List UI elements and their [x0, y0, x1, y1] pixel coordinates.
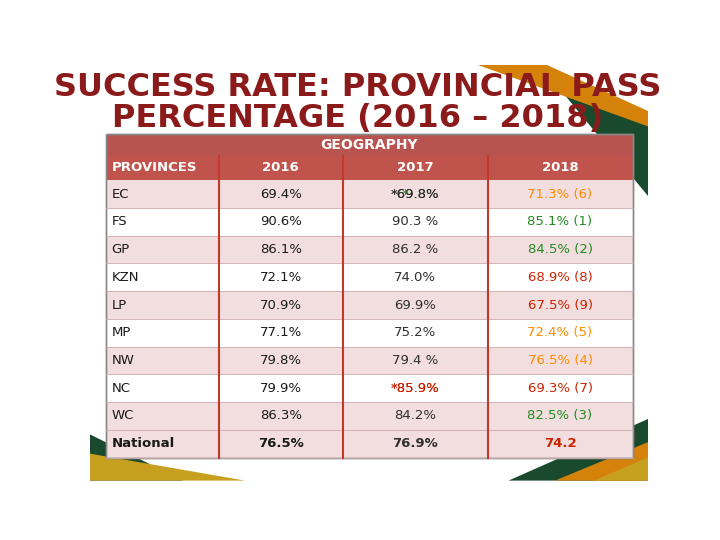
Text: 85.1% (1): 85.1% (1) — [528, 215, 593, 228]
Bar — [106, 134, 632, 457]
Polygon shape — [547, 65, 648, 111]
Text: 76.5% (4): 76.5% (4) — [528, 354, 593, 367]
Bar — [106, 430, 632, 457]
Text: 76.9%: 76.9% — [392, 437, 438, 450]
Text: *69.8%: *69.8% — [391, 188, 439, 201]
Text: 77.1%: 77.1% — [260, 326, 302, 339]
Text: 70.9%: 70.9% — [260, 299, 302, 312]
Text: PERCENTAGE (2016 – 2018): PERCENTAGE (2016 – 2018) — [112, 103, 603, 134]
Bar — [106, 134, 632, 457]
Polygon shape — [477, 65, 648, 126]
Text: 86.1%: 86.1% — [260, 243, 302, 256]
Text: 79.9%: 79.9% — [260, 382, 302, 395]
Text: 67.5% (9): 67.5% (9) — [528, 299, 593, 312]
Text: *85.9%: *85.9% — [391, 382, 439, 395]
Text: 86.2 %: 86.2 % — [392, 243, 438, 256]
Bar — [106, 208, 632, 236]
Text: 72.1%: 72.1% — [260, 271, 302, 284]
Text: PROVINCES: PROVINCES — [112, 161, 197, 174]
Text: 2016: 2016 — [262, 161, 299, 174]
Text: EC: EC — [112, 188, 129, 201]
Bar — [106, 156, 632, 180]
Text: KZN: KZN — [112, 271, 139, 284]
Polygon shape — [594, 457, 648, 481]
Polygon shape — [508, 419, 648, 481]
Text: 86.3%: 86.3% — [260, 409, 302, 422]
Text: 82.5% (3): 82.5% (3) — [528, 409, 593, 422]
Text: 71.3% (6): 71.3% (6) — [528, 188, 593, 201]
Bar — [106, 291, 632, 319]
Text: LP: LP — [112, 299, 127, 312]
Text: MP: MP — [112, 326, 131, 339]
Text: 69.9%: 69.9% — [394, 299, 436, 312]
Text: 90.6%: 90.6% — [260, 215, 302, 228]
Text: 69.3% (7): 69.3% (7) — [528, 382, 593, 395]
Text: GEOGRAPHY: GEOGRAPHY — [320, 138, 418, 152]
Bar — [106, 319, 632, 347]
Text: 76.5%: 76.5% — [258, 437, 304, 450]
Text: 68.9% (8): 68.9% (8) — [528, 271, 593, 284]
Text: 74.2: 74.2 — [544, 437, 576, 450]
Text: 2018: 2018 — [541, 161, 578, 174]
Text: SUCCESS RATE: PROVINCIAL PASS: SUCCESS RATE: PROVINCIAL PASS — [54, 72, 662, 103]
Text: 90.3 %: 90.3 % — [392, 215, 438, 228]
Bar — [106, 134, 632, 156]
Bar — [106, 402, 632, 430]
Text: National: National — [112, 437, 175, 450]
Text: *: * — [402, 188, 408, 201]
Bar — [106, 180, 632, 208]
Text: GP: GP — [112, 243, 130, 256]
Polygon shape — [555, 442, 648, 481]
Text: 79.8%: 79.8% — [260, 354, 302, 367]
Text: 72.4% (5): 72.4% (5) — [528, 326, 593, 339]
Text: 2017: 2017 — [397, 161, 433, 174]
Text: NW: NW — [112, 354, 135, 367]
Text: *85.9%: *85.9% — [391, 382, 439, 395]
Bar — [106, 347, 632, 374]
Text: 84.5% (2): 84.5% (2) — [528, 243, 593, 256]
Bar — [106, 264, 632, 291]
Bar — [106, 236, 632, 264]
Polygon shape — [90, 434, 183, 481]
Text: 75.2%: 75.2% — [394, 326, 436, 339]
Text: FS: FS — [112, 215, 127, 228]
Polygon shape — [539, 65, 648, 195]
Text: *69.8%: *69.8% — [391, 188, 439, 201]
Text: 74.0%: 74.0% — [394, 271, 436, 284]
Text: WC: WC — [112, 409, 134, 422]
Text: 84.2%: 84.2% — [394, 409, 436, 422]
Text: 79.4 %: 79.4 % — [392, 354, 438, 367]
Polygon shape — [90, 454, 245, 481]
Text: NC: NC — [112, 382, 131, 395]
Bar — [106, 374, 632, 402]
Text: 69.4%: 69.4% — [260, 188, 302, 201]
